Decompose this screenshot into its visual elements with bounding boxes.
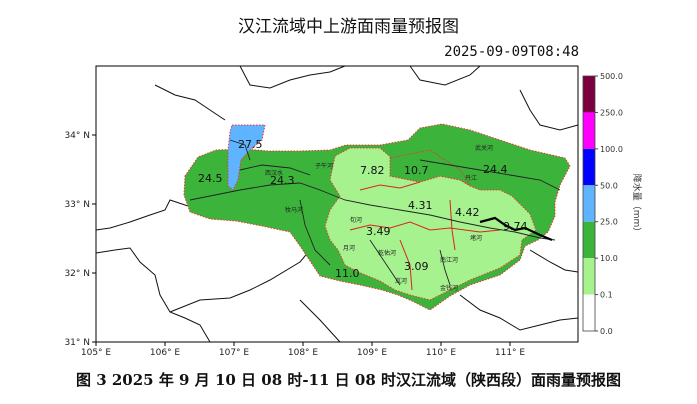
- legend-color-swatch: [583, 148, 595, 186]
- river-label: 西汉水: [265, 169, 283, 177]
- legend-color-swatch: [583, 294, 595, 331]
- longitude-axis: 105° E 106° E 107° E 108° E 109° E 110° E 111°…: [81, 342, 526, 358]
- basin-zone-25-50: [227, 124, 266, 191]
- lon-tick-label: 105° E: [81, 348, 112, 358]
- basin-value: 3.09: [404, 260, 429, 273]
- danjiangkou-reservoir: [479, 216, 553, 242]
- river-label: 月河: [343, 244, 355, 252]
- basin-value: 24.5: [198, 172, 223, 185]
- river-label: 武关河: [475, 144, 493, 152]
- basin-value: 24.4: [483, 163, 508, 176]
- lon-tick-label: 106° E: [150, 348, 181, 358]
- legend-label: 500.0: [600, 72, 623, 81]
- legend-color-swatch: [583, 185, 595, 222]
- rivers: [189, 139, 561, 286]
- lon-tick-label: 108° E: [288, 348, 319, 358]
- basin-value: 4.31: [408, 199, 433, 212]
- lat-tick-label: 34° N: [64, 131, 90, 141]
- basin-value: 10.7: [404, 164, 429, 177]
- river-label: 子午河: [315, 162, 333, 170]
- river-label: 堵河: [470, 234, 482, 242]
- basin-value: 27.5: [238, 138, 263, 151]
- basin-value: 24.3: [270, 174, 295, 187]
- lon-tick-label: 107° E: [219, 348, 250, 358]
- basin-value: 11.0: [335, 267, 360, 280]
- legend-label: 250.0: [600, 108, 623, 117]
- map-title: 汉江流域中上游面雨量预报图: [238, 17, 459, 37]
- latitude-axis: 34° N 33° N 32° N 31° N: [64, 131, 96, 348]
- lat-tick-label: 32° N: [64, 269, 90, 279]
- legend-label: 0.1: [600, 291, 613, 300]
- legend-title: 降水量（mm）: [631, 174, 643, 237]
- legend-color-swatch: [583, 221, 595, 259]
- basin-value: 9.74: [503, 220, 528, 233]
- province-boundaries: [95, 65, 579, 343]
- river-label: 旬河: [350, 216, 362, 224]
- lon-tick-label: 110° E: [426, 348, 457, 358]
- river-label: 金钱河: [440, 284, 458, 292]
- lon-tick-label: 111° E: [495, 348, 526, 358]
- legend-colorbar: 500.0 250.0 100.0 50.0 25.0 10.0 0.1 0.0: [582, 72, 623, 336]
- lat-tick-label: 31° N: [64, 338, 90, 348]
- legend-label: 0.0: [600, 327, 613, 336]
- basin-value: 7.82: [360, 164, 385, 177]
- basin-value: 3.49: [366, 225, 391, 238]
- figure-caption: 图 3 2025 年 9 月 10 日 08 时-11 日 08 时汉江流域（陕…: [75, 371, 621, 389]
- legend-label: 100.0: [600, 145, 623, 154]
- legend-label: 50.0: [600, 181, 618, 190]
- legend-color-swatch: [583, 258, 595, 295]
- river-label: 丹江: [465, 175, 477, 182]
- river-label: 牧马河: [285, 206, 303, 214]
- river-label: 乾佑河: [378, 249, 396, 257]
- river-label: 南江河: [440, 256, 458, 264]
- legend-color-swatch: [583, 112, 595, 149]
- lon-tick-label: 109° E: [357, 348, 388, 358]
- basin-zone-10-25-north: [389, 149, 472, 187]
- legend-colorbar-border: [582, 75, 596, 332]
- lat-tick-label: 33° N: [64, 200, 90, 210]
- sub-basin-boundaries: [349, 181, 501, 291]
- issue-timestamp: 2025-09-09T08:48: [444, 44, 579, 60]
- legend-label: 25.0: [600, 218, 618, 227]
- river-label: 岚河: [395, 277, 407, 285]
- legend-label: 10.0: [600, 254, 618, 263]
- legend-color-swatch: [583, 76, 595, 113]
- basin-value: 4.42: [455, 206, 480, 219]
